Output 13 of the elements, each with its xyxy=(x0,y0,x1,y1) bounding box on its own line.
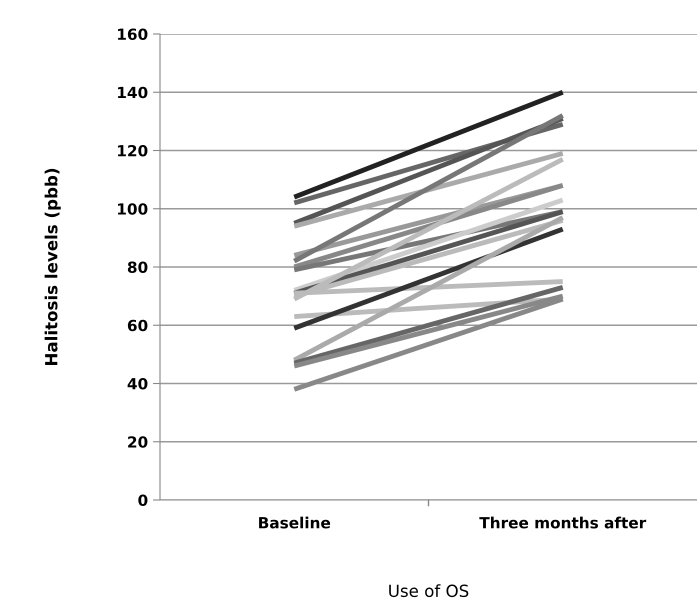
x-tick-label: Baseline xyxy=(259,516,330,528)
y-tick-label: 80 xyxy=(128,261,148,274)
y-tick-label: 60 xyxy=(128,320,148,332)
x-tick-label: Three months after xyxy=(479,516,646,528)
y-axis-title: Halitosis levels (pbb) xyxy=(44,168,61,365)
y-tick-label: 0 xyxy=(138,494,148,506)
y-tick-label: 140 xyxy=(118,86,148,98)
y-tick-label: 160 xyxy=(118,28,148,40)
y-tick-label: 40 xyxy=(128,378,148,390)
y-tick-label: 100 xyxy=(118,203,148,215)
y-tick-label: 20 xyxy=(128,436,148,448)
x-axis-title: Use of OS xyxy=(389,584,468,598)
y-tick-label: 120 xyxy=(118,144,148,157)
